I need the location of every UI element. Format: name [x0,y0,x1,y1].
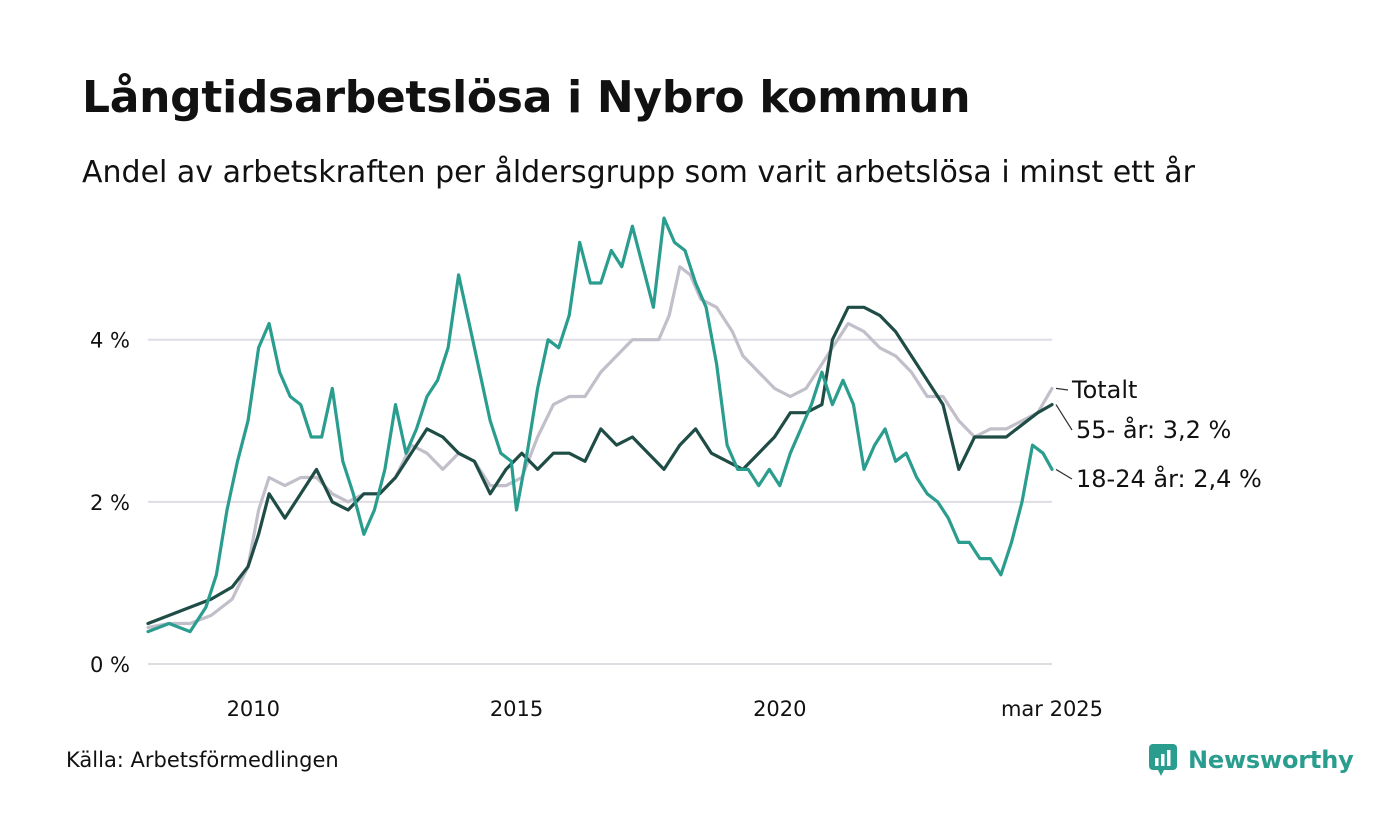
x-tick-label: 2020 [753,697,806,721]
series-end-label: 18-24 år: 2,4 % [1076,464,1262,493]
y-axis-ticks: 0 % 2 % 4 % [90,329,130,677]
y-tick-label: 0 % [90,653,130,677]
x-tick-label: mar 2025 [1001,697,1103,721]
label-leader-line [1055,404,1073,431]
series-end-labels: Totalt 55- år: 3,2 % 18-24 år: 2,4 % [1055,376,1262,493]
y-tick-label: 4 % [90,329,130,353]
chart-title: Långtidsarbetslösa i Nybro kommun [82,72,971,123]
x-tick-label: 2015 [490,697,543,721]
label-leader-line [1055,468,1073,480]
y-tick-label: 2 % [90,491,130,515]
series-line-2 [146,216,1054,634]
series-line-1 [146,305,1054,626]
label-leader-line [1055,387,1069,391]
brand-logo: Newsworthy [1148,743,1354,777]
x-axis-ticks: 2010 2015 2020 mar 2025 [227,697,1103,721]
series-lines [146,216,1054,634]
series-end-label: Totalt [1071,376,1137,404]
brand-name: Newsworthy [1188,746,1354,774]
chart-subtitle: Andel av arbetskraften per åldersgrupp s… [82,155,1195,190]
series-line-0 [146,265,1054,630]
series-end-label: 55- år: 3,2 % [1076,415,1231,444]
gridlines [148,338,1052,665]
newsworthy-logo-icon [1149,744,1177,776]
source-note: Källa: Arbetsförmedlingen [66,748,339,772]
x-tick-label: 2010 [227,697,280,721]
